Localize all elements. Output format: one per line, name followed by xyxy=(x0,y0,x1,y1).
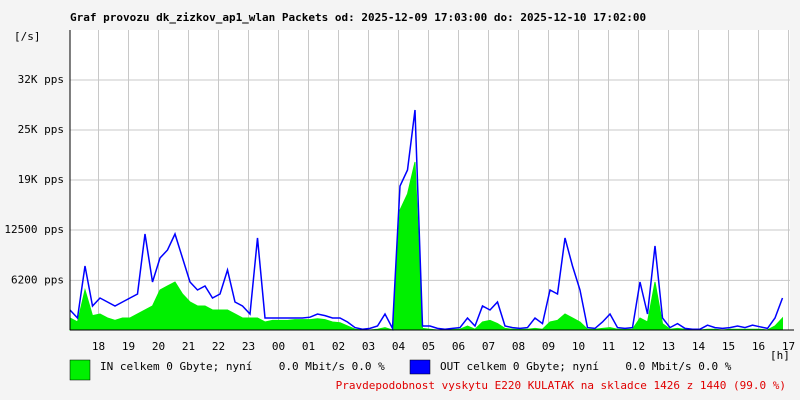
in-area xyxy=(69,161,783,331)
x-unit: [h] xyxy=(770,349,790,362)
x-tick-label: 18 xyxy=(92,340,105,353)
legend-swatch xyxy=(69,359,91,381)
y-tick-label: 25K pps xyxy=(18,123,64,136)
x-tick-label: 13 xyxy=(662,340,675,353)
note: Pravdepodobnost vyskytu E220 KULATAK na … xyxy=(336,379,786,392)
x-tick-label: 02 xyxy=(332,340,345,353)
x-tick-label: 15 xyxy=(722,340,735,353)
x-tick-label: 09 xyxy=(542,340,555,353)
x-tick-label: 06 xyxy=(452,340,465,353)
y-tick-label: 12500 pps xyxy=(4,223,64,236)
x-tick-label: 20 xyxy=(152,340,165,353)
x-tick-label: 10 xyxy=(572,340,585,353)
y-tick-label: 19K pps xyxy=(18,173,64,186)
out-line xyxy=(69,109,784,332)
x-tick-label: 11 xyxy=(602,340,615,353)
chart-title: Graf provozu dk_zizkov_ap1_wlan Packets … xyxy=(70,11,646,24)
y-unit: [/s] xyxy=(14,30,41,43)
x-tick-label: 04 xyxy=(392,340,406,353)
x-tick-label: 17 xyxy=(782,340,795,353)
legend-label: IN celkem 0 Gbyte; nyní 0.0 Mbit/s 0.0 % xyxy=(100,360,385,373)
y-tick-label: 32K pps xyxy=(18,73,64,86)
x-tick-label: 01 xyxy=(302,340,315,353)
y-tick-label: 6200 pps xyxy=(11,273,64,286)
x-tick-label: 05 xyxy=(422,340,435,353)
x-tick-label: 07 xyxy=(482,340,495,353)
x-tick-label: 22 xyxy=(212,340,225,353)
legend-swatch xyxy=(409,359,431,375)
x-tick-label: 16 xyxy=(752,340,765,353)
legend-label: OUT celkem 0 Gbyte; nyní 0.0 Mbit/s 0.0 … xyxy=(440,360,732,373)
x-tick-label: 21 xyxy=(182,340,195,353)
x-tick-label: 00 xyxy=(272,340,285,353)
x-tick-label: 08 xyxy=(512,340,525,353)
x-tick-label: 03 xyxy=(362,340,375,353)
x-tick-label: 12 xyxy=(632,340,645,353)
x-tick-label: 23 xyxy=(242,340,255,353)
x-tick-label: 19 xyxy=(122,340,135,353)
x-tick-label: 14 xyxy=(692,340,706,353)
